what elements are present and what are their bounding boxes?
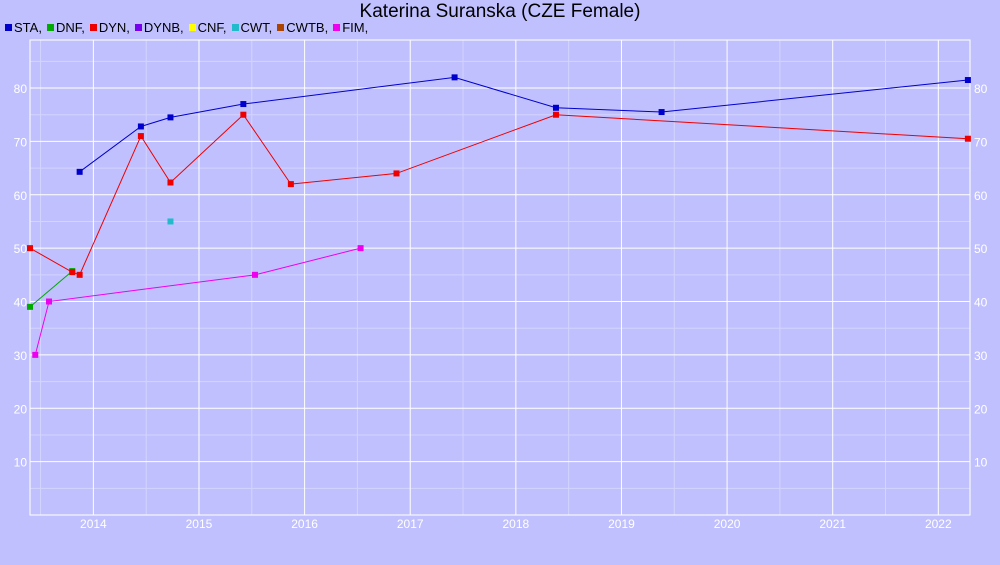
legend-swatch — [188, 24, 196, 31]
legend-label: FIM, — [342, 20, 369, 35]
data-point — [69, 269, 76, 276]
chart-title: Katerina Suranska (CZE Female) — [359, 1, 641, 22]
data-point — [451, 74, 458, 81]
legend-swatch — [89, 24, 97, 31]
x-tick-label: 2018 — [502, 517, 529, 531]
legend-item: DYN, — [89, 20, 130, 35]
data-point — [27, 303, 33, 310]
x-tick-label: 2021 — [819, 517, 846, 531]
data-point — [552, 104, 559, 111]
legend-label: CWTB, — [286, 20, 329, 35]
series-fim — [32, 245, 364, 358]
x-tick-label: 2022 — [925, 517, 952, 531]
x-tick-label: 2015 — [186, 517, 213, 531]
data-point — [76, 271, 83, 278]
series-cwt — [167, 218, 174, 225]
legend-swatch — [134, 24, 142, 31]
data-point — [240, 111, 247, 118]
legend-label: DYNB, — [143, 20, 184, 35]
data-point — [287, 181, 294, 188]
data-point — [240, 101, 247, 108]
legend-label: DYN, — [98, 20, 130, 35]
data-point — [27, 245, 33, 252]
data-point — [137, 133, 144, 140]
legend-item: STA, — [5, 20, 42, 35]
legend-item: FIM, — [333, 20, 368, 35]
legend-item: DNF, — [46, 20, 85, 35]
legend-swatch — [277, 24, 285, 31]
series-line — [29, 270, 73, 308]
y-tick-label-left: 10 — [14, 456, 28, 470]
data-point — [137, 123, 144, 130]
legend-label: STA, — [14, 20, 42, 35]
legend-swatch — [333, 24, 341, 31]
y-tick-label-right: 70 — [974, 135, 988, 149]
legend: STA, DNF, DYN, DYNB, CNF, CWT, CWTB, FIM, — [5, 20, 373, 35]
legend-label: DNF, — [55, 20, 85, 35]
data-point — [167, 114, 174, 121]
y-tick-label-right: 60 — [974, 189, 988, 203]
data-point — [964, 135, 971, 142]
y-tick-label-left: 20 — [14, 402, 28, 416]
grid-major — [30, 40, 970, 515]
y-tick-label-right: 80 — [974, 82, 988, 96]
y-tick-label-right: 40 — [974, 296, 988, 310]
x-tick-label: 2016 — [291, 517, 318, 531]
plot-frame — [29, 39, 971, 516]
data-point — [964, 77, 971, 84]
data-point — [167, 218, 174, 225]
legend-item: CWTB, — [277, 20, 328, 35]
x-tick-label: 2019 — [608, 517, 635, 531]
data-point — [251, 271, 258, 278]
legend-item: CNF, — [188, 20, 227, 35]
data-point — [357, 245, 364, 252]
data-point — [46, 298, 53, 305]
data-point — [393, 170, 400, 177]
series-line — [34, 247, 361, 356]
y-tick-label-left: 70 — [14, 135, 28, 149]
series-dyn — [27, 111, 971, 278]
y-tick-label-right: 50 — [974, 242, 988, 256]
y-tick-label-right: 20 — [974, 402, 988, 416]
legend-label: CWT, — [240, 20, 273, 35]
data-point — [32, 351, 39, 358]
y-tick-label-right: 30 — [974, 349, 988, 363]
legend-item: DYNB, — [134, 20, 184, 35]
legend-swatch — [231, 24, 239, 31]
x-tick-label: 2014 — [80, 517, 107, 531]
legend-swatch — [46, 24, 54, 31]
y-tick-label-left: 30 — [14, 349, 28, 363]
y-tick-label-left: 50 — [14, 242, 28, 256]
data-point — [76, 168, 83, 175]
data-point — [167, 179, 174, 186]
data-point — [658, 109, 665, 116]
y-tick-label-left: 80 — [14, 82, 28, 96]
x-tick-label: 2020 — [714, 517, 741, 531]
legend-label: CNF, — [197, 20, 227, 35]
series-sta — [76, 74, 971, 175]
legend-item: CWT, — [231, 20, 273, 35]
y-tick-label-left: 40 — [14, 296, 28, 310]
x-tick-label: 2017 — [397, 517, 424, 531]
series-line — [29, 113, 968, 276]
y-tick-label-left: 60 — [14, 189, 28, 203]
grid-minor — [30, 40, 970, 515]
series-line — [79, 76, 968, 173]
legend-swatch — [5, 24, 12, 31]
y-tick-label-right: 10 — [974, 456, 988, 470]
data-point — [552, 111, 559, 118]
